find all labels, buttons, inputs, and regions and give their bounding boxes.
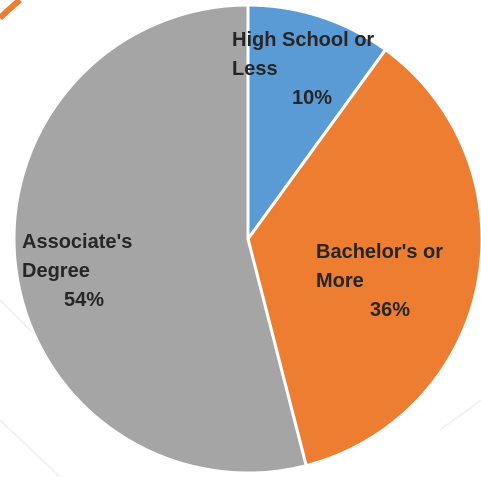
category-label: Associate's Degree (22, 231, 133, 282)
slice-label: High School or Less 10% (232, 26, 407, 113)
pie-slice (246, 3, 388, 241)
value-label: 36% (370, 299, 411, 321)
category-label: Bachelor's or More (316, 241, 444, 292)
category-label: High School or Less (232, 29, 375, 80)
decor-arc (0, 0, 22, 21)
slice-label: Bachelor's or More 36% (316, 238, 476, 325)
slice-label: Associate's Degree 54% (22, 228, 182, 315)
value-label: 10% (292, 87, 333, 109)
pie-slice (12, 3, 308, 475)
value-label: 54% (64, 289, 105, 311)
pie-slice (246, 48, 481, 468)
